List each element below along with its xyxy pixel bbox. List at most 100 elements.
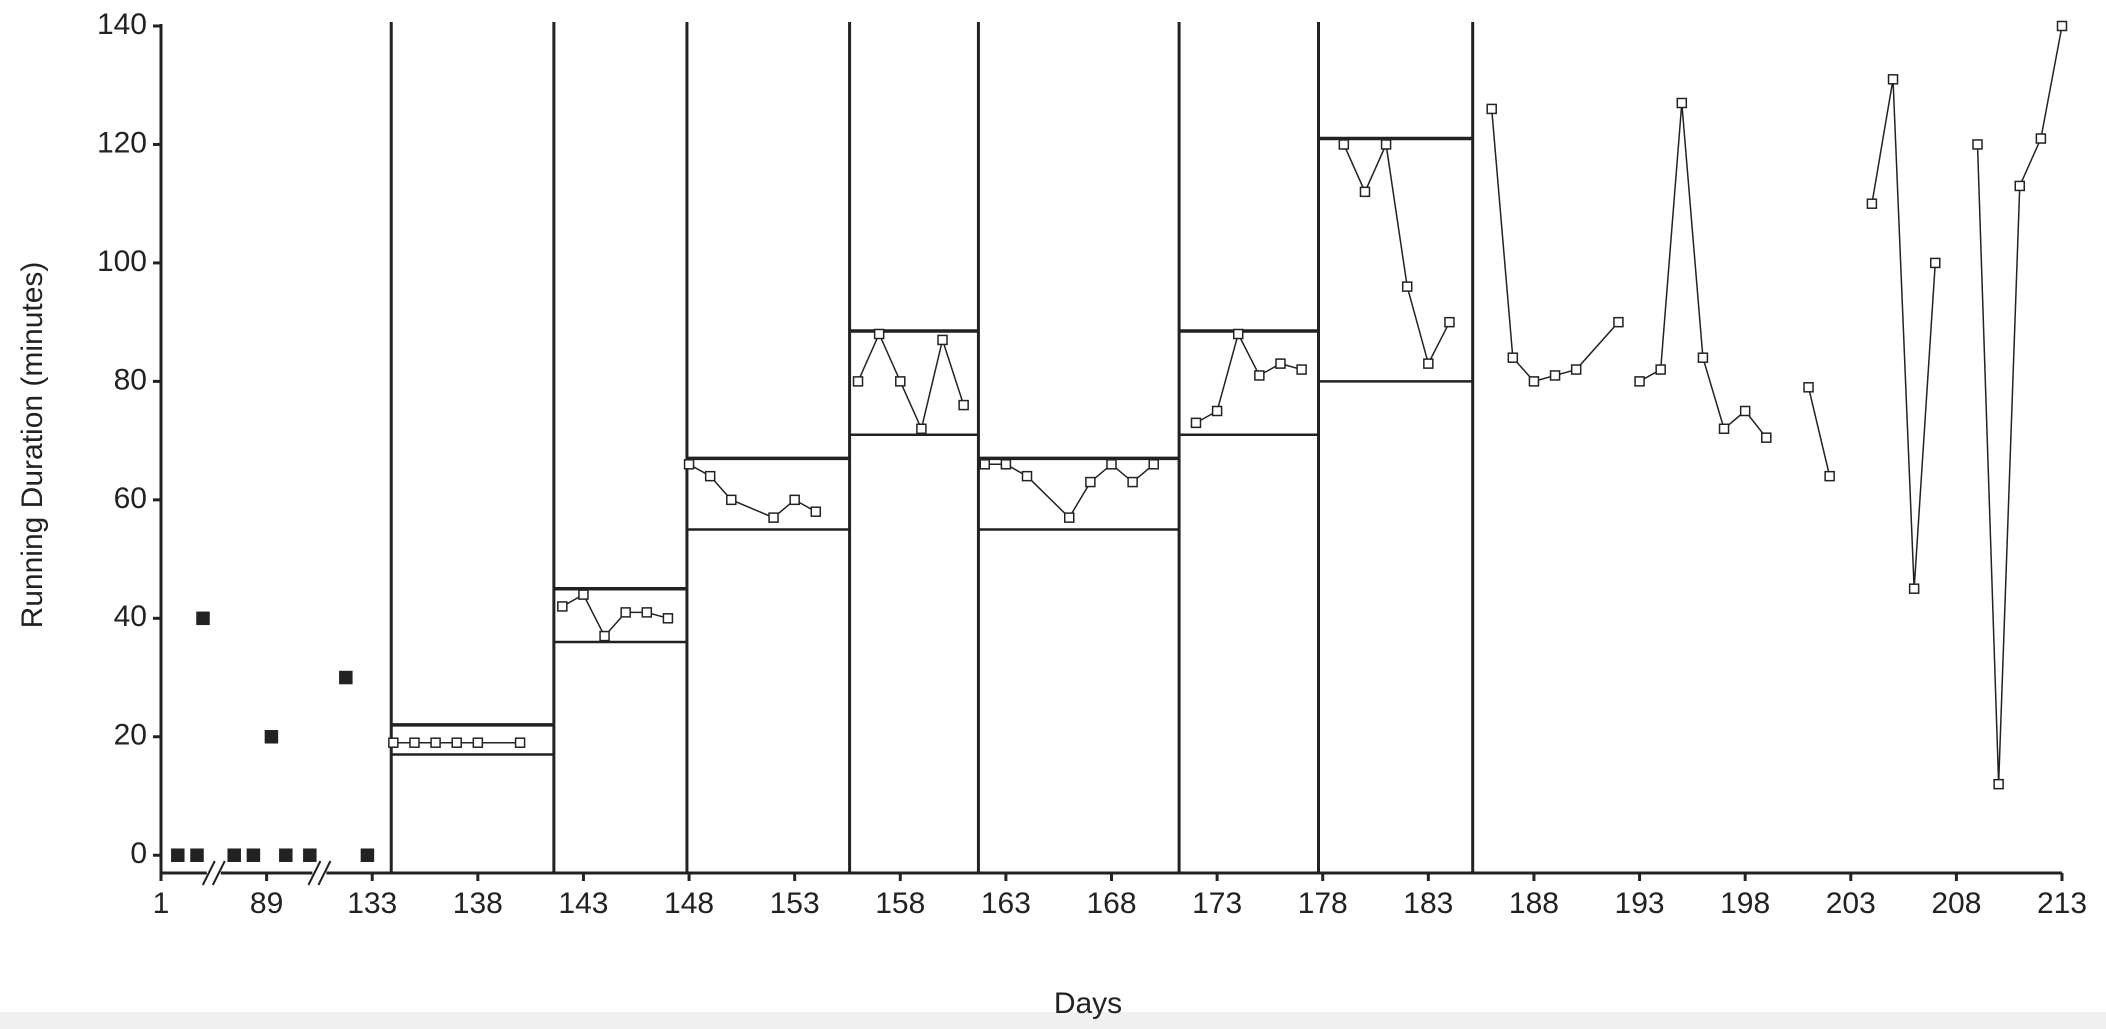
data-point <box>171 848 185 862</box>
data-point <box>895 376 906 387</box>
x-tick-label: 143 <box>558 887 608 920</box>
data-point <box>1887 74 1899 85</box>
data-point <box>1930 257 1941 269</box>
data-point <box>1401 281 1413 292</box>
data-point <box>1444 316 1455 328</box>
data-point <box>1338 139 1350 150</box>
y-tick-label: 40 <box>114 600 147 633</box>
data-point <box>1507 352 1519 363</box>
data-point <box>810 506 822 517</box>
data-point <box>388 737 399 748</box>
data-point <box>451 737 462 748</box>
data-point <box>1866 198 1878 209</box>
y-tick-label: 60 <box>114 482 147 515</box>
data-point <box>1021 470 1033 482</box>
data-line <box>857 332 965 432</box>
x-tick-label: 193 <box>1615 887 1665 920</box>
data-point <box>196 611 210 626</box>
x-tick-label: 173 <box>1192 887 1242 920</box>
x-tick-label: 213 <box>2037 887 2087 920</box>
data-line <box>1639 102 1767 439</box>
data-point <box>303 848 317 862</box>
data-point <box>662 613 674 624</box>
x-tick-label: 153 <box>770 887 820 920</box>
axis-break <box>317 860 332 886</box>
data-point <box>1190 417 1202 429</box>
x-tick-label: 188 <box>1509 887 1559 920</box>
x-tick-label: 1 <box>153 887 170 920</box>
data-point <box>1275 358 1286 369</box>
y-tick-label: 140 <box>97 8 147 41</box>
data-point <box>1211 405 1223 417</box>
data-point <box>1697 352 1709 363</box>
data-point <box>726 494 737 506</box>
data-point <box>1993 778 2004 790</box>
data-point <box>1359 186 1371 198</box>
data-point <box>1655 364 1666 375</box>
data-point <box>279 848 293 862</box>
data-point <box>1486 103 1497 115</box>
data-point <box>1106 459 1117 470</box>
x-tick-label: 89 <box>250 887 283 920</box>
x-tick-label: 208 <box>1931 887 1981 920</box>
data-point <box>1570 364 1582 375</box>
data-point <box>1254 370 1265 381</box>
data-point <box>339 670 353 685</box>
y-tick-label: 20 <box>114 719 147 752</box>
data-point <box>409 737 420 748</box>
data-point <box>1972 139 1983 150</box>
data-point <box>789 494 800 506</box>
data-point <box>768 512 779 523</box>
y-tick-label: 80 <box>114 363 147 396</box>
x-tick-label: 183 <box>1403 887 1453 920</box>
data-point <box>2056 20 2068 32</box>
data-point <box>472 737 484 748</box>
data-point <box>190 848 204 862</box>
data-point <box>958 399 969 411</box>
x-tick-label: 158 <box>875 887 925 920</box>
data-point <box>1000 459 1012 470</box>
axis-break <box>211 860 226 886</box>
y-tick-label: 0 <box>130 837 147 870</box>
x-tick-label: 138 <box>453 887 503 920</box>
data-point <box>1634 376 1645 387</box>
data-point <box>1824 470 1835 482</box>
y-tick-label: 120 <box>97 126 147 159</box>
data-point <box>916 423 927 435</box>
x-tick-label: 163 <box>981 887 1031 920</box>
data-point <box>620 607 631 618</box>
data-point <box>430 737 441 748</box>
data-point <box>1528 376 1540 387</box>
data-point <box>641 607 653 618</box>
x-axis-label: Days <box>1054 987 1122 1020</box>
data-point <box>937 334 948 346</box>
x-tick-label: 198 <box>1720 887 1770 920</box>
x-tick-label: 133 <box>347 887 397 920</box>
data-point <box>1064 512 1075 523</box>
data-point <box>557 601 568 612</box>
data-point <box>704 470 716 482</box>
x-tick-label: 168 <box>1086 887 1136 920</box>
data-point <box>1232 328 1244 340</box>
data-point <box>1380 139 1392 150</box>
data-line <box>984 463 1155 519</box>
x-tick-label: 203 <box>1826 887 1876 920</box>
data-point <box>264 730 279 744</box>
data-point <box>1761 432 1772 443</box>
data-point <box>514 737 526 748</box>
data-point <box>1676 97 1688 109</box>
data-point <box>873 328 885 340</box>
data-line <box>1976 25 2063 785</box>
data-point <box>246 848 261 862</box>
data-point <box>1148 459 1159 470</box>
data-point <box>2014 180 2026 192</box>
data-point <box>578 589 589 600</box>
data-point <box>599 630 610 642</box>
y-axis-label: Running Duration (minutes) <box>16 262 49 629</box>
data-point <box>1127 476 1138 488</box>
x-tick-label: 178 <box>1298 887 1348 920</box>
data-point <box>1739 405 1751 417</box>
data-point <box>683 459 695 470</box>
data-point <box>1908 583 1920 594</box>
